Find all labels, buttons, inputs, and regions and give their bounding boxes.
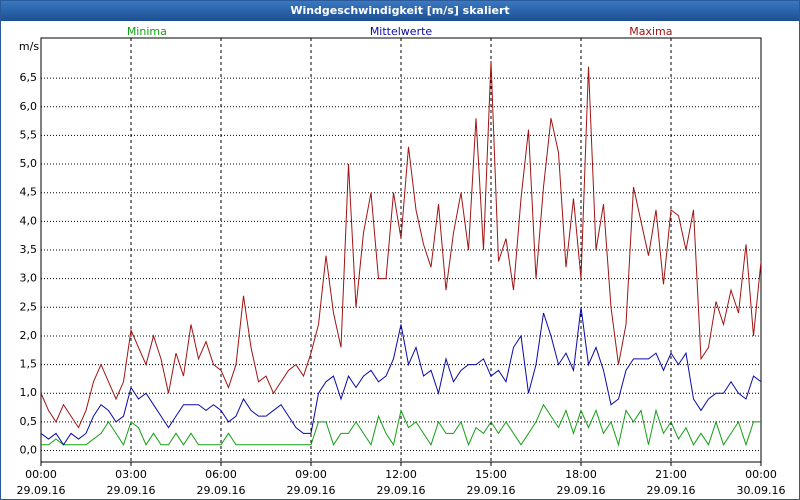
x-tick-label: 00:00 30.09.16 [736, 468, 786, 497]
x-tick-label: 03:00 29.09.16 [106, 468, 156, 497]
x-tick-label: 15:00 29.09.16 [466, 468, 516, 497]
y-tick-label: 6,0 [20, 100, 38, 113]
y-tick-label: 0,0 [20, 444, 38, 457]
data-line [40, 307, 762, 446]
x-tick-label: 12:00 29.09.16 [376, 468, 426, 497]
y-tick-label: 4,0 [20, 214, 38, 227]
chart-title: Windgeschwindigkeit [m/s] skaliert [1, 1, 799, 21]
y-tick-label: 4,5 [20, 186, 38, 199]
data-line [40, 60, 762, 429]
data-line [41, 403, 761, 447]
x-tick-label: 06:00 29.09.16 [196, 468, 246, 497]
y-tick-label: 2,5 [20, 300, 38, 313]
x-tick-label: 09:00 29.09.16 [286, 468, 336, 497]
y-tick-label: 5,0 [20, 157, 38, 170]
y-tick-label: 3,0 [20, 272, 38, 285]
y-tick-label: 2,0 [20, 329, 38, 342]
x-tick-label: 21:00 29.09.16 [646, 468, 696, 497]
legend-entry: Mittelwerte [370, 25, 433, 38]
y-tick-label: 1,5 [20, 358, 38, 371]
y-tick-label: 1,0 [20, 386, 38, 399]
y-tick-label: 6,5 [20, 71, 38, 84]
y-tick-label: 3,5 [20, 243, 38, 256]
x-tick-label: 00:00 29.09.16 [16, 468, 66, 497]
plot-frame [40, 37, 762, 463]
y-tick-label: 5,5 [20, 128, 38, 141]
x-tick-label: 18:00 29.09.16 [556, 468, 606, 497]
y-tick-label: 0,5 [20, 415, 38, 428]
legend-entry: Maxima [629, 25, 672, 38]
y-axis-unit: m/s [19, 40, 39, 53]
legend-entry: Minima [127, 25, 167, 38]
